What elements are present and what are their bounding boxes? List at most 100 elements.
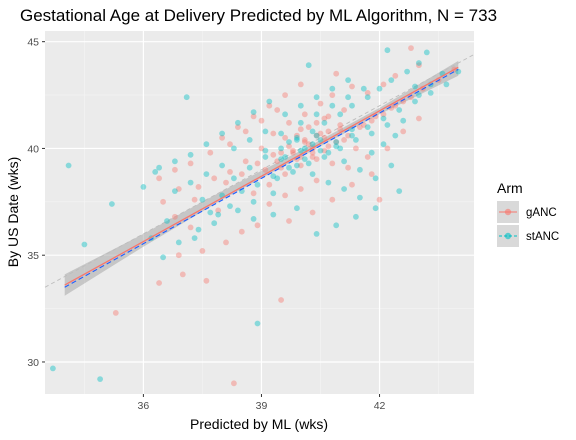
point-stanc	[333, 139, 340, 145]
point-stanc	[250, 216, 257, 222]
point-ganc	[278, 297, 284, 303]
point-stanc	[317, 137, 324, 143]
grid-minor	[45, 31, 474, 394]
point-stanc	[337, 111, 344, 118]
point-ganc	[388, 105, 395, 111]
point-stanc	[282, 154, 288, 160]
point-stanc	[325, 149, 332, 156]
point-stanc	[235, 207, 241, 214]
y-tick-label: 30	[27, 357, 39, 369]
point-stanc	[400, 117, 407, 124]
point-stanc	[372, 205, 379, 212]
point-ganc	[349, 83, 355, 90]
point-stanc	[416, 60, 422, 66]
point-ganc	[258, 117, 265, 124]
point-stanc	[183, 94, 190, 101]
point-ganc	[368, 171, 375, 178]
point-ganc	[179, 271, 186, 278]
point-ganc	[286, 119, 292, 126]
point-ganc	[329, 196, 336, 203]
point-ganc	[286, 143, 292, 150]
point-ganc	[207, 149, 214, 156]
point-ganc	[160, 198, 167, 205]
point-ganc	[376, 196, 383, 203]
point-stanc	[297, 102, 304, 109]
point-ganc	[282, 192, 288, 199]
point-stanc	[286, 139, 292, 145]
point-stanc	[345, 77, 351, 83]
point-stanc	[109, 201, 115, 207]
point-ganc	[408, 45, 414, 51]
point-ganc	[329, 92, 336, 98]
point-stanc	[333, 222, 340, 229]
point-stanc	[270, 190, 277, 197]
point-ganc	[301, 111, 308, 118]
point-stanc	[65, 162, 72, 169]
point-stanc	[262, 147, 269, 154]
point-stanc	[270, 211, 277, 218]
plot-panel	[45, 31, 474, 394]
point-stanc	[305, 62, 312, 69]
point-stanc	[380, 115, 387, 122]
point-stanc	[207, 209, 214, 216]
point-ganc	[333, 139, 340, 145]
point-stanc	[364, 94, 371, 101]
point-stanc	[368, 130, 375, 137]
point-ganc	[341, 137, 347, 143]
point-stanc	[290, 169, 296, 175]
point-stanc	[443, 81, 450, 88]
point-stanc	[81, 241, 88, 248]
point-stanc	[380, 141, 387, 148]
point-stanc	[262, 154, 269, 160]
point-ganc	[321, 115, 328, 122]
point-ganc	[187, 224, 194, 231]
point-ganc	[215, 207, 222, 214]
legend-entry-ganc: gANC	[497, 201, 557, 223]
point-ganc	[223, 179, 229, 186]
point-stanc	[219, 130, 226, 137]
point-ganc	[364, 154, 371, 160]
point-stanc	[246, 164, 253, 171]
point-ganc	[238, 171, 245, 178]
confidence-ribbon-layer	[64, 60, 459, 296]
point-stanc	[313, 231, 320, 237]
point-ganc	[211, 175, 218, 182]
point-stanc	[396, 188, 403, 195]
point-ganc	[380, 111, 387, 118]
point-ganc	[329, 160, 336, 167]
point-stanc	[364, 124, 371, 130]
point-ganc	[282, 171, 288, 178]
point-stanc	[337, 145, 344, 152]
point-ganc	[337, 122, 344, 128]
point-ganc	[227, 141, 233, 148]
point-stanc	[50, 365, 56, 372]
point-ganc	[392, 72, 399, 79]
point-stanc	[368, 149, 375, 156]
point-ganc	[325, 143, 332, 150]
point-stanc	[294, 162, 300, 169]
point-stanc	[187, 151, 194, 158]
point-stanc	[227, 203, 233, 210]
point-stanc	[388, 77, 395, 83]
legend: Arm gANC stANC	[497, 180, 559, 247]
point-ganc	[195, 184, 202, 190]
point-ganc	[357, 124, 363, 130]
point-ganc	[235, 124, 241, 130]
point-ganc	[254, 222, 261, 229]
point-ganc	[282, 134, 288, 141]
point-stanc	[152, 169, 159, 175]
point-stanc	[333, 143, 340, 150]
point-stanc	[388, 162, 395, 169]
point-ganc	[333, 70, 340, 77]
point-ganc	[156, 280, 163, 286]
point-stanc	[191, 235, 198, 242]
point-ganc	[250, 190, 257, 197]
point-ganc	[305, 141, 312, 148]
point-ganc	[278, 149, 284, 156]
point-stanc	[329, 102, 336, 109]
point-stanc	[309, 141, 316, 148]
point-stanc	[301, 156, 308, 163]
point-stanc	[231, 175, 237, 182]
point-ganc	[345, 164, 351, 171]
point-ganc	[392, 102, 399, 109]
